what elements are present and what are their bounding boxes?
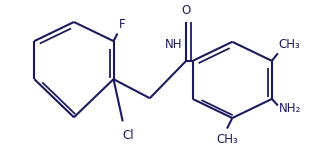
Text: F: F — [119, 18, 126, 31]
Text: NH₂: NH₂ — [278, 102, 301, 115]
Text: Cl: Cl — [123, 128, 134, 142]
Text: CH₃: CH₃ — [216, 133, 238, 146]
Text: CH₃: CH₃ — [278, 38, 300, 51]
Text: NH: NH — [165, 38, 183, 51]
Text: O: O — [182, 4, 191, 17]
